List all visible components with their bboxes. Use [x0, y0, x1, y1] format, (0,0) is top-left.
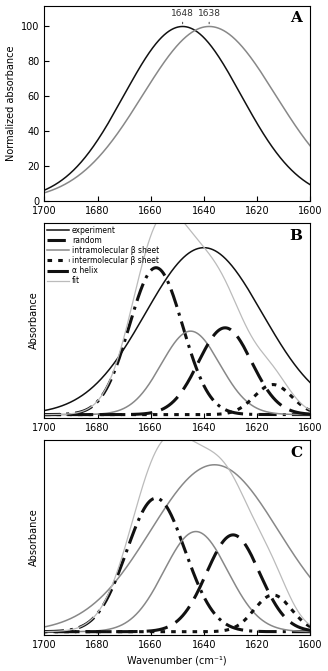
Text: C: C — [290, 446, 302, 460]
Y-axis label: Absorbance: Absorbance — [29, 509, 39, 566]
Text: 1638: 1638 — [198, 9, 221, 17]
Text: 1648: 1648 — [171, 9, 194, 17]
Text: A: A — [290, 11, 302, 25]
Legend: experiment, random, intramolecular β sheet, intermolecular β sheet, α helix, fit: experiment, random, intramolecular β she… — [47, 225, 160, 287]
Text: B: B — [289, 229, 302, 242]
Y-axis label: Absorbance: Absorbance — [29, 291, 39, 349]
Y-axis label: Normalized absorbance: Normalized absorbance — [6, 46, 15, 161]
X-axis label: Wavenumber (cm⁻¹): Wavenumber (cm⁻¹) — [128, 656, 227, 666]
